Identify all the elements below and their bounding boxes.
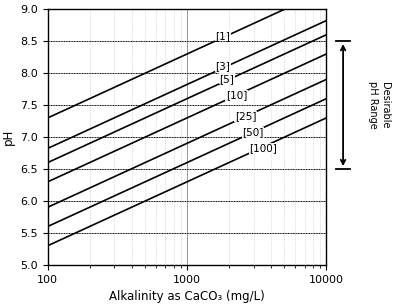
X-axis label: Alkalinity as CaCO₃ (mg/L): Alkalinity as CaCO₃ (mg/L) [109,290,265,303]
Text: [1]: [1] [215,31,230,41]
Text: [50]: [50] [242,127,264,137]
Text: [25]: [25] [235,111,256,121]
Text: [5]: [5] [219,74,234,84]
Text: [3]: [3] [215,61,230,71]
Text: Desirable
pH Range: Desirable pH Range [369,81,390,129]
Text: [10]: [10] [226,90,247,100]
Y-axis label: pH: pH [2,129,15,145]
Text: [100]: [100] [250,143,277,153]
